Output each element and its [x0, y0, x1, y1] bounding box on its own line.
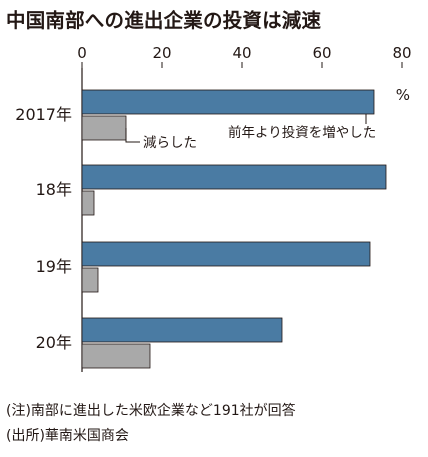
- chart-title: 中国南部への進出企業の投資は減速: [6, 9, 322, 32]
- annotation-decreased: 減らした: [143, 134, 197, 151]
- x-tick-label: 40: [232, 44, 251, 62]
- x-tick-label: 60: [312, 44, 331, 62]
- x-tick-label: 0: [77, 44, 87, 62]
- source-note: (出所)華南米国商会: [6, 428, 129, 444]
- x-axis-ticks: 0 20 40 60 80: [77, 44, 412, 68]
- annotation-increased: 前年より投資を増やした: [228, 124, 376, 141]
- annotation-leader: [125, 128, 140, 143]
- x-tick-label: 80: [392, 44, 411, 62]
- bar-decreased: [81, 190, 95, 216]
- bar-decreased: [81, 115, 127, 141]
- category-label: 2017年: [15, 105, 72, 124]
- bar-decreased: [81, 267, 99, 293]
- bar-chart: 0 20 40 60 80 2017年 18年 19年 20年 % 前年より投資を増やした減ら…: [15, 44, 412, 372]
- unit-label: %: [396, 86, 410, 104]
- category-label: 20年: [36, 333, 72, 352]
- bars: [81, 89, 387, 369]
- category-labels: 2017年 18年 19年 20年: [15, 105, 72, 352]
- category-label: 18年: [36, 180, 72, 199]
- bar-increased: [81, 164, 387, 190]
- category-label: 19年: [36, 257, 72, 276]
- bar-increased: [81, 241, 371, 267]
- x-tick-label: 20: [152, 44, 171, 62]
- footnote: (注)南部に進出した米欧企業など191社が回答: [6, 403, 296, 419]
- bar-decreased: [81, 343, 151, 369]
- bar-increased: [81, 89, 375, 115]
- bar-increased: [81, 317, 283, 343]
